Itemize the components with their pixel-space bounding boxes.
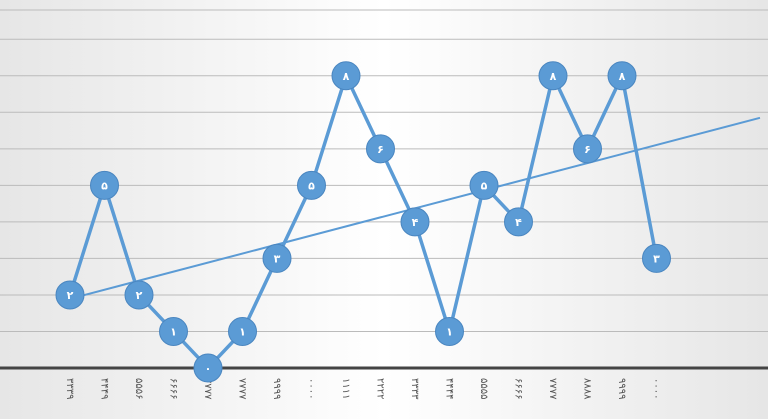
data-point — [124, 280, 154, 310]
data-point — [642, 243, 671, 273]
data-point — [469, 170, 499, 200]
data-label: ۸ — [343, 70, 350, 83]
data-point — [435, 316, 464, 346]
x-tick-label: ۵۵۵۵ — [478, 378, 489, 399]
x-tick-label: ۴۴۴۹ — [99, 378, 110, 399]
data-point — [538, 61, 568, 91]
x-tick-label: ۳۳۳۳ — [409, 378, 420, 400]
data-label: ۵ — [308, 179, 315, 192]
x-tick-label: ۸۸۸۸ — [582, 378, 593, 400]
data-point — [297, 170, 326, 200]
x-tick-label: ۲۲۲۲ — [375, 378, 386, 399]
x-tick-label: ۰۰۰۰ — [651, 378, 662, 399]
data-label: ۴ — [412, 216, 419, 229]
data-label: ۳ — [653, 252, 660, 265]
data-label: ۵ — [481, 179, 488, 192]
x-tick-label: ۷۷۷۷ — [202, 378, 213, 400]
data-point — [193, 353, 223, 383]
data-label: ۵ — [101, 179, 108, 192]
data-point — [331, 61, 361, 91]
data-point — [55, 280, 85, 310]
data-label: ۶ — [377, 143, 384, 156]
x-tick-label: ۰۰۰۰ — [306, 378, 317, 399]
data-label: ۴ — [515, 216, 522, 229]
data-point — [228, 316, 257, 346]
x-tick-label: ۶۶۶۶ — [168, 378, 179, 399]
data-label: ۰ — [205, 362, 212, 375]
data-label: ۲ — [67, 289, 74, 302]
x-tick-label: ۳۳۳۹ — [64, 378, 75, 399]
data-point — [573, 134, 602, 164]
x-tick-label: ۴۴۴۴ — [444, 378, 455, 399]
x-tick-label: ۷۷۷۷ — [547, 378, 558, 400]
x-tick-label: ۹۹۹۹ — [616, 378, 627, 399]
data-point — [400, 207, 430, 237]
x-tick-label: ۶۶۶۶ — [513, 378, 524, 399]
data-point — [366, 134, 395, 164]
data-point — [607, 61, 637, 91]
x-tick-label: ۵۵۵۶ — [133, 378, 144, 399]
data-label: ۱ — [239, 325, 246, 338]
data-label: ۸ — [619, 70, 626, 83]
data-label: ۱ — [170, 325, 177, 338]
data-label: ۸ — [550, 70, 557, 83]
data-point — [90, 170, 119, 200]
data-label: ۳ — [274, 252, 281, 265]
data-label: ۱ — [446, 325, 453, 338]
data-point — [159, 316, 188, 346]
x-tick-label: ۷۷۷۷ — [237, 378, 248, 400]
data-point — [262, 243, 292, 273]
data-label: ۲ — [136, 289, 143, 302]
data-point — [504, 207, 533, 237]
x-tick-label: ۹۹۹۹ — [271, 378, 282, 399]
x-tick-label: ۱۱۱۱ — [340, 378, 351, 399]
data-label: ۶ — [584, 143, 591, 156]
